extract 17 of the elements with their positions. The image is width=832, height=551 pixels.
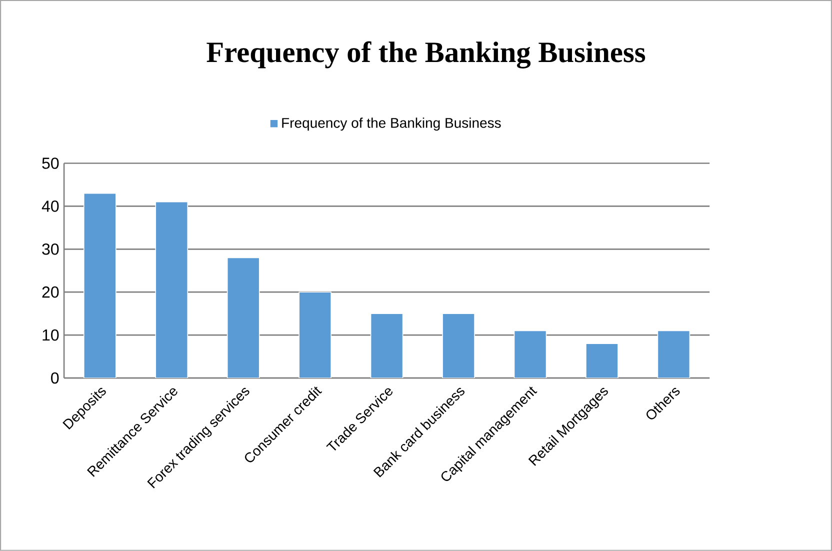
chart-title: Frequency of the Banking Business [206, 41, 646, 69]
y-tick-label: 10 [42, 329, 59, 341]
y-tick-label: 50 [42, 158, 59, 169]
bar [226, 257, 260, 378]
bar [298, 292, 332, 378]
bar [370, 313, 404, 378]
bar [83, 192, 116, 378]
bar [586, 343, 618, 378]
y-tick-label: 30 [42, 244, 59, 255]
bar [155, 202, 188, 378]
y-tick-label: 0 [51, 372, 59, 384]
bar [657, 330, 690, 378]
bar [514, 330, 547, 378]
y-tick-label: 20 [42, 286, 59, 298]
y-tick-label: 40 [42, 200, 59, 212]
bar [442, 313, 475, 378]
legend-label: Frequency of the Banking Business [282, 118, 501, 131]
